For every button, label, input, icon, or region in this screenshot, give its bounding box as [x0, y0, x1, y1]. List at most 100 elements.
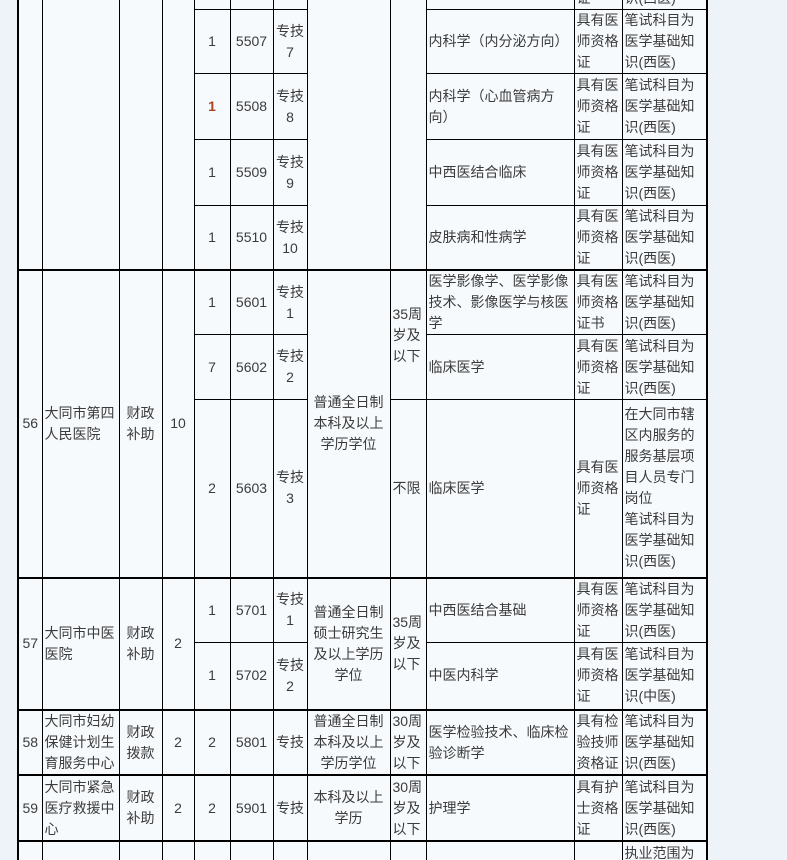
position-row-5601: 56 大同市第四人民医院 财政补助 10 1 5601 专技1 普通全日制本科及… [17, 269, 708, 578]
cell-unit-name [41, 0, 120, 271]
cell-age-limit: 30周岁及以下 [389, 709, 427, 776]
cell-education: 普通全日制硕士研究生及以上学历学位 [306, 576, 391, 711]
cell-education [306, 840, 391, 860]
cell-funding-type: 财政补助 [118, 774, 163, 842]
cell-funding-type: 财政补助 [118, 576, 163, 711]
cell-count-highlighted: 1 [193, 73, 231, 140]
cell-major: 中医内科学 [425, 641, 575, 711]
cell-major: 临床医学 [425, 399, 575, 578]
cell-age-limit [389, 0, 427, 271]
cell-funding-type [118, 0, 163, 271]
cell-unit-name: 大同市第四人民医院 [41, 269, 120, 578]
cell-unit-name: 大同市紧急医疗救援中心 [41, 774, 120, 842]
cell-notes: 笔试科目为医学基础知识(西医) [621, 205, 708, 271]
cell-major: 医学检验技术、临床检验诊断学 [425, 709, 575, 776]
position-row-5701: 57 大同市中医医院 财政补助 2 1 5701 专技1 普通全日制硕士研究生及… [17, 576, 708, 711]
cell-certificate: 具有医师资格证 [573, 641, 623, 711]
cell-code [229, 0, 274, 10]
cell-total-count: 2 [161, 576, 195, 711]
cell-age-limit: 35周岁及以下 [389, 576, 427, 711]
cell-unit-name [41, 840, 120, 860]
cell-certificate: 具有医师资格证 [573, 334, 623, 400]
cell-row-number: 57 [17, 576, 43, 711]
cell-total-count [161, 840, 195, 860]
cell-unit-name: 大同市妇幼保健计划生育服务中心 [41, 709, 120, 776]
cell-notes: 笔试科目为医学基础知识(西医) [621, 139, 708, 206]
cell-education: 普通全日制本科及以上学历学位 [306, 269, 391, 578]
cell-post-type: 专技8 [272, 73, 308, 140]
cell-post-type: 专技2 [272, 641, 308, 711]
cell-notes: 笔试科目为医学基础知识(西医) [621, 709, 708, 776]
cell-count: 1 [193, 576, 231, 643]
cell-total-count: 2 [161, 709, 195, 776]
cell-certificate [573, 840, 623, 860]
cell-certificate: 具有护士资格证 [573, 774, 623, 842]
position-row-5602: 7 5602 专技2 临床医学 具有医师资格证 笔试科目为医学基础知识(西医) [18, 334, 708, 400]
cell-certificate: 具有检验技师资格证 [573, 709, 623, 776]
cell-certificate: 证 [573, 0, 623, 10]
cell-major: 临床医学 [425, 334, 575, 400]
cell-post-type: 专技2 [272, 334, 308, 400]
cell-major: 皮肤病和性病学 [425, 205, 575, 271]
cell-post-type [272, 0, 308, 10]
cell-post-type: 专技10 [272, 205, 308, 271]
cell-certificate: 具有医师资格证书 [573, 269, 623, 335]
cell-row-number: 56 [17, 269, 43, 578]
cell-notes: 笔试科目为医学基础知识(西医) [621, 269, 708, 335]
cell-count [193, 0, 231, 10]
cell-major [425, 0, 575, 10]
cell-education: 本科及以上学历 [306, 774, 391, 842]
cell-education [306, 0, 391, 271]
cell-notes: 笔试科目为医学基础知识(西医) [621, 9, 708, 74]
cell-code: 5702 [229, 641, 274, 711]
cell-code: 5602 [229, 334, 274, 400]
cell-post-type [272, 840, 308, 860]
recruitment-table: 证 识(西医) 1 5507 专技7 内科学（内分泌方向） 具有医师资格证 笔试… [17, 0, 708, 860]
cell-notes: 笔试科目为医学基础知识(西医) [621, 334, 708, 400]
cell-post-type: 专技 [272, 774, 308, 842]
cell-certificate: 具有医师资格证 [573, 399, 623, 578]
cell-major: 内科学（心血管病方向） [425, 73, 575, 140]
cell-code: 5507 [229, 9, 274, 74]
cell-unit-name: 大同市中医医院 [41, 576, 120, 711]
cell-age-limit: 不限 [389, 399, 427, 578]
clipped-top-row: 证 识(西医) [17, 0, 708, 271]
cell-row-number [17, 840, 43, 860]
cell-post-type: 专技1 [272, 576, 308, 643]
cell-certificate: 具有医师资格证 [573, 9, 623, 74]
clipped-bottom-row: 执业范围为 [17, 840, 708, 860]
position-row-5509: 1 5509 专技9 中西医结合临床 具有医师资格证 笔试科目为医学基础知识(西… [18, 139, 708, 206]
cell-code: 5701 [229, 576, 274, 643]
cell-major: 中西医结合基础 [425, 576, 575, 643]
cell-count: 1 [193, 9, 231, 74]
cell-notes: 笔试科目为医学基础知识(西医) [621, 576, 708, 643]
cell-certificate: 具有医师资格证 [573, 576, 623, 643]
cell-post-type: 专技9 [272, 139, 308, 206]
cell-funding-type [118, 840, 163, 860]
cell-code: 5601 [229, 269, 274, 335]
cell-total-count [161, 0, 195, 271]
cell-row-number: 59 [17, 774, 43, 842]
position-row-5702: 1 5702 专技2 中医内科学 具有医师资格证 笔试科目为医学基础知识(中医) [18, 641, 708, 711]
cell-major: 护理学 [425, 774, 575, 842]
cell-count: 7 [193, 334, 231, 400]
cell-post-type: 专技3 [272, 399, 308, 578]
position-row-5901: 59 大同市紧急医疗救援中心 财政补助 2 2 5901 专技 本科及以上学历 … [17, 774, 708, 842]
cell-count: 1 [193, 269, 231, 335]
cell-education: 普通全日制本科及以上学历学位 [306, 709, 391, 776]
cell-major [425, 840, 575, 860]
cell-count: 1 [193, 205, 231, 271]
cell-row-number: 58 [17, 709, 43, 776]
cell-certificate: 具有医师资格证 [573, 139, 623, 206]
cell-post-type: 专技 [272, 709, 308, 776]
cell-certificate: 具有医师资格证 [573, 73, 623, 140]
cell-code: 5801 [229, 709, 274, 776]
cell-notes: 识(西医) [621, 0, 708, 10]
cell-funding-type: 财政拨款 [118, 709, 163, 776]
cell-post-type: 专技1 [272, 269, 308, 335]
cell-code: 5508 [229, 73, 274, 140]
cell-count: 2 [193, 399, 231, 578]
cell-funding-type: 财政补助 [118, 269, 163, 578]
cell-count: 2 [193, 709, 231, 776]
cell-total-count: 10 [161, 269, 195, 578]
